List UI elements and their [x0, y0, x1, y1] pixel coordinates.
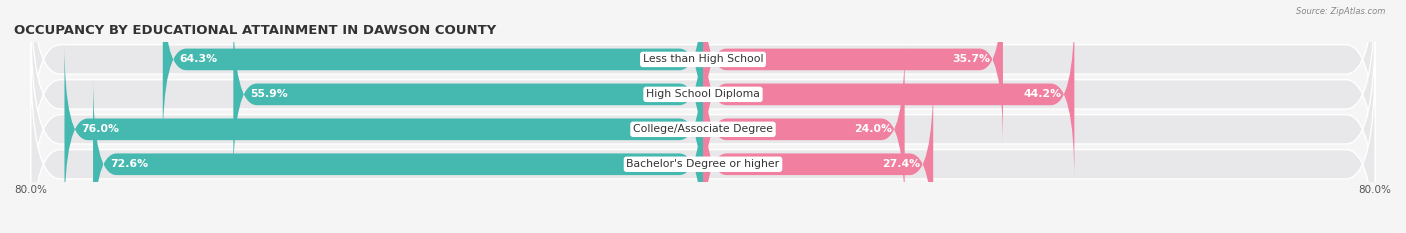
- Text: Less than High School: Less than High School: [643, 55, 763, 64]
- Text: OCCUPANCY BY EDUCATIONAL ATTAINMENT IN DAWSON COUNTY: OCCUPANCY BY EDUCATIONAL ATTAINMENT IN D…: [14, 24, 496, 37]
- FancyBboxPatch shape: [65, 42, 703, 216]
- FancyBboxPatch shape: [703, 42, 904, 216]
- Text: Bachelor's Degree or higher: Bachelor's Degree or higher: [627, 159, 779, 169]
- FancyBboxPatch shape: [703, 0, 1002, 147]
- FancyBboxPatch shape: [31, 0, 1375, 167]
- Text: High School Diploma: High School Diploma: [647, 89, 759, 99]
- Text: 24.0%: 24.0%: [853, 124, 891, 134]
- Text: 72.6%: 72.6%: [110, 159, 148, 169]
- FancyBboxPatch shape: [703, 7, 1074, 181]
- Text: 76.0%: 76.0%: [82, 124, 120, 134]
- Text: 44.2%: 44.2%: [1024, 89, 1062, 99]
- FancyBboxPatch shape: [703, 77, 934, 233]
- Text: 35.7%: 35.7%: [952, 55, 990, 64]
- FancyBboxPatch shape: [31, 22, 1375, 233]
- FancyBboxPatch shape: [233, 7, 703, 181]
- Text: 27.4%: 27.4%: [883, 159, 921, 169]
- Text: 55.9%: 55.9%: [250, 89, 288, 99]
- FancyBboxPatch shape: [163, 0, 703, 147]
- FancyBboxPatch shape: [31, 0, 1375, 202]
- FancyBboxPatch shape: [31, 57, 1375, 233]
- Text: College/Associate Degree: College/Associate Degree: [633, 124, 773, 134]
- Text: 64.3%: 64.3%: [180, 55, 218, 64]
- FancyBboxPatch shape: [93, 77, 703, 233]
- Text: Source: ZipAtlas.com: Source: ZipAtlas.com: [1295, 7, 1385, 16]
